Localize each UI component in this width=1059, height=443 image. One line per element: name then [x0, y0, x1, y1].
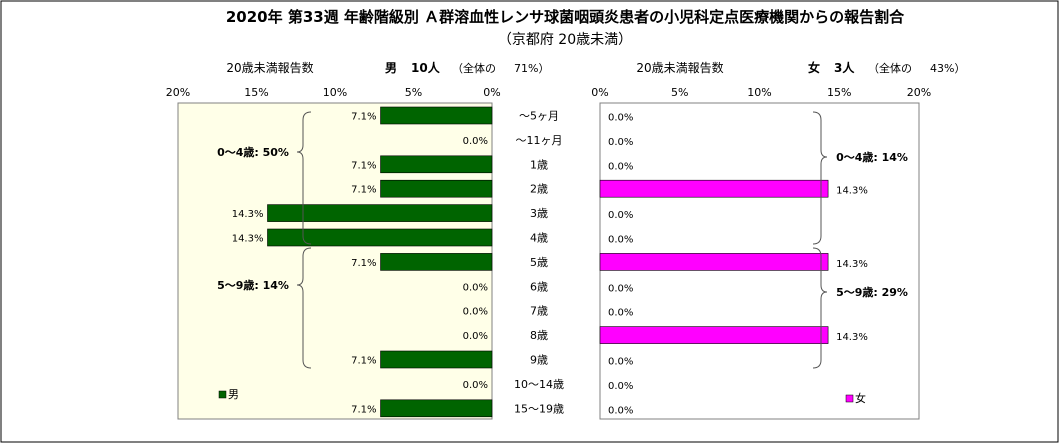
male-bar	[380, 253, 493, 271]
left-brace-0-4	[296, 111, 312, 245]
category-label: 5歳	[530, 256, 548, 269]
male-bar-data-label: 0.0%	[463, 307, 488, 318]
female-bar-data-label: 0.0%	[608, 283, 633, 294]
male-bar	[380, 155, 493, 174]
category-label: 15～19歳	[514, 402, 564, 415]
right-header-share-prefix: （全体の	[868, 61, 912, 75]
female-bar-data-label: 0.0%	[608, 161, 633, 172]
left-series-bars: 7.1% 0.0% 7.1% 7.1% 14.3% 14.3% 7.1% 0.0% 0.0% 0.…	[232, 106, 493, 418]
male-bar	[380, 106, 493, 125]
right-x-tick-label: 5%	[671, 86, 688, 99]
right-brace-0-4	[812, 111, 828, 245]
right-x-tick-label: 20%	[907, 86, 931, 99]
left-header-share-value: 71%）	[514, 62, 549, 75]
male-bar-data-label: 7.1%	[351, 356, 376, 367]
category-label: ～5ヶ月	[519, 110, 559, 123]
left-x-axis: 20% 15% 10% 5% 0%	[166, 86, 501, 99]
female-bar-data-label: 0.0%	[608, 113, 633, 124]
right-series-bars: 0.0% 0.0% 0.0% 14.3% 0.0% 0.0% 14.3% 0.0% 0.0% 14…	[599, 113, 868, 416]
right-x-tick-label: 15%	[827, 86, 851, 99]
left-header-label: 20歳未満報告数	[226, 60, 313, 75]
male-bar	[380, 179, 493, 198]
right-x-tick-label: 10%	[747, 86, 771, 99]
female-bar-data-label: 0.0%	[608, 357, 633, 368]
chart-title: 2020年 第33週 年齢階級別 Ａ群溶血性レンサ球菌咽頭炎患者の小児科定点医療…	[226, 8, 905, 26]
male-bar-data-label: 7.1%	[351, 258, 376, 269]
left-brace-5-9	[296, 247, 312, 369]
left-header-share-prefix: （全体の	[452, 61, 496, 75]
female-bar-data-label: 0.0%	[608, 137, 633, 148]
right-group-label-0-4: 0～4歳: 14%	[836, 150, 908, 164]
male-bar-data-label: 0.0%	[463, 136, 488, 147]
male-bar-data-label: 14.3%	[232, 209, 264, 220]
left-legend-label: 男	[228, 388, 239, 401]
female-bar-data-label: 0.0%	[608, 308, 633, 319]
female-bar-data-label: 14.3%	[836, 332, 868, 343]
female-bar-data-label: 0.0%	[608, 210, 633, 221]
female-bar	[599, 179, 829, 198]
male-bar	[267, 228, 493, 247]
category-label: 9歳	[530, 354, 548, 367]
male-bar	[380, 350, 493, 369]
category-label: 7歳	[530, 305, 548, 318]
female-bar-data-label: 0.0%	[608, 405, 633, 416]
left-x-tick-label: 15%	[244, 86, 268, 99]
right-legend-label: 女	[855, 391, 866, 405]
male-bar-data-label: 7.1%	[351, 160, 376, 171]
right-header-label: 20歳未満報告数	[636, 60, 723, 75]
left-x-tick-label: 20%	[166, 86, 190, 99]
right-x-axis: 0% 5% 10% 15% 20%	[591, 86, 931, 99]
category-axis: ～5ヶ月 ～11ヶ月 1歳 2歳 3歳 4歳 5歳 6歳 7歳 8歳 9歳 10～14歳 15～19歳	[514, 110, 564, 416]
female-bar-data-label: 0.0%	[608, 381, 633, 392]
female-bar	[599, 253, 829, 271]
left-group-label-5-9: 5～9歳: 14%	[217, 278, 289, 292]
chart-subtitle: （京都府 20歳未満）	[498, 32, 632, 48]
right-legend-swatch	[845, 394, 854, 403]
category-label: 8歳	[530, 329, 548, 342]
right-brace-5-9	[812, 247, 828, 369]
category-label: 3歳	[530, 207, 548, 220]
male-bar	[380, 399, 493, 418]
right-group-label-5-9: 5～9歳: 29%	[836, 285, 908, 299]
category-label: 4歳	[530, 232, 548, 245]
male-bar-data-label: 0.0%	[463, 380, 488, 391]
female-bar-data-label: 14.3%	[836, 186, 868, 197]
male-bar-data-label: 7.1%	[351, 404, 376, 415]
female-bar-data-label: 0.0%	[608, 235, 633, 246]
right-header-sex: 女	[808, 60, 820, 75]
male-bar-data-label: 0.0%	[463, 331, 488, 342]
female-bar-data-label: 14.3%	[836, 259, 868, 270]
male-bar-data-label: 7.1%	[351, 112, 376, 123]
male-bar-data-label: 14.3%	[232, 234, 264, 245]
left-x-tick-label: 0%	[483, 86, 500, 99]
male-bar-data-label: 0.0%	[463, 282, 488, 293]
category-label: 2歳	[530, 183, 548, 196]
left-header-sex: 男	[385, 61, 397, 75]
male-bar-data-label: 7.1%	[351, 185, 376, 196]
category-label: 6歳	[530, 280, 548, 293]
male-bar	[267, 204, 493, 222]
left-x-tick-label: 10%	[323, 86, 347, 99]
left-header-count: 10人	[411, 60, 441, 75]
right-header-share-value: 43%）	[930, 62, 965, 75]
female-bar	[599, 326, 829, 344]
right-x-tick-label: 0%	[591, 86, 608, 99]
category-label: 10～14歳	[514, 378, 564, 391]
category-label: ～11ヶ月	[516, 134, 563, 147]
category-label: 1歳	[530, 158, 548, 171]
left-legend-swatch	[218, 390, 227, 399]
left-x-tick-label: 5%	[405, 86, 422, 99]
right-header-count: 3人	[834, 60, 855, 75]
left-group-label-0-4: 0～4歳: 50%	[217, 145, 289, 159]
